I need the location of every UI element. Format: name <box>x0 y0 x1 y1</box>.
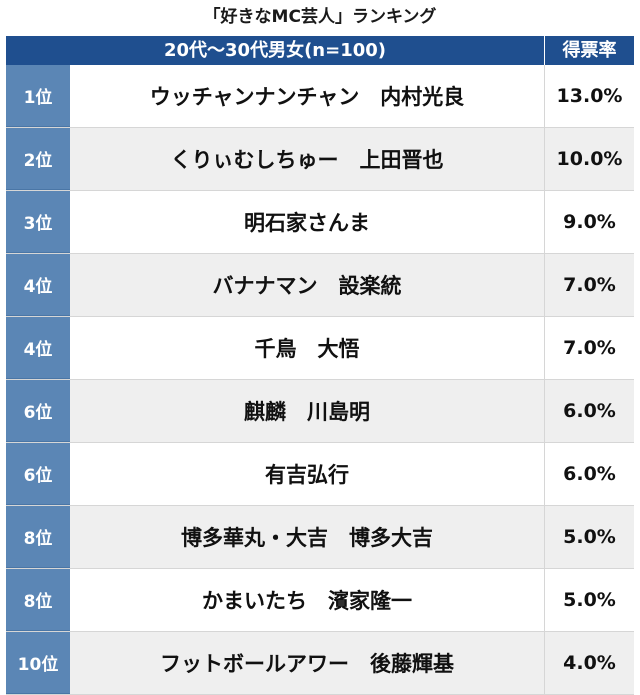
segment-header: 20代〜30代男女(n=100) <box>6 36 545 65</box>
rank-cell: 3位 <box>6 191 70 253</box>
table-row: 1位 ウッチャンナンチャン 内村光良 13.0% <box>6 65 634 128</box>
table-row: 2位 くりぃむしちゅー 上田晋也 10.0% <box>6 128 634 191</box>
rank-cell: 10位 <box>6 632 70 694</box>
table-row: 10位 フットボールアワー 後藤輝基 4.0% <box>6 632 634 695</box>
table-row: 3位 明石家さんま 9.0% <box>6 191 634 254</box>
rank-cell: 2位 <box>6 128 70 190</box>
table-row: 4位 バナナマン 設楽統 7.0% <box>6 254 634 317</box>
table-row: 8位 かまいたち 濱家隆一 5.0% <box>6 569 634 632</box>
rank-cell: 4位 <box>6 317 70 379</box>
rank-cell: 8位 <box>6 569 70 631</box>
name-cell: バナナマン 設楽統 <box>70 254 545 316</box>
table-row: 6位 有吉弘行 6.0% <box>6 443 634 506</box>
table-row: 8位 博多華丸・大吉 博多大吉 5.0% <box>6 506 634 569</box>
name-cell: かまいたち 濱家隆一 <box>70 569 545 631</box>
rate-cell: 13.0% <box>545 65 634 127</box>
rank-cell: 8位 <box>6 506 70 568</box>
table-body: 1位 ウッチャンナンチャン 内村光良 13.0% 2位 くりぃむしちゅー 上田晋… <box>6 65 634 695</box>
rate-cell: 7.0% <box>545 317 634 379</box>
rank-cell: 1位 <box>6 65 70 127</box>
rank-cell: 6位 <box>6 380 70 442</box>
ranking-table: 20代〜30代男女(n=100) 得票率 1位 ウッチャンナンチャン 内村光良 … <box>6 36 634 695</box>
table-header: 20代〜30代男女(n=100) 得票率 <box>6 36 634 65</box>
name-cell: ウッチャンナンチャン 内村光良 <box>70 65 545 127</box>
name-cell: 千鳥 大悟 <box>70 317 545 379</box>
rate-cell: 7.0% <box>545 254 634 316</box>
rate-cell: 5.0% <box>545 569 634 631</box>
name-cell: フットボールアワー 後藤輝基 <box>70 632 545 694</box>
rate-cell: 6.0% <box>545 443 634 505</box>
rank-cell: 4位 <box>6 254 70 316</box>
rate-cell: 9.0% <box>545 191 634 253</box>
rank-cell: 6位 <box>6 443 70 505</box>
rate-cell: 10.0% <box>545 128 634 190</box>
table-row: 6位 麒麟 川島明 6.0% <box>6 380 634 443</box>
ranking-title: 「好きなMC芸人」ランキング <box>203 7 437 27</box>
name-cell: 麒麟 川島明 <box>70 380 545 442</box>
name-cell: 博多華丸・大吉 博多大吉 <box>70 506 545 568</box>
name-cell: 有吉弘行 <box>70 443 545 505</box>
name-cell: くりぃむしちゅー 上田晋也 <box>70 128 545 190</box>
rate-cell: 4.0% <box>545 632 634 694</box>
rate-cell: 5.0% <box>545 506 634 568</box>
table-row: 4位 千鳥 大悟 7.0% <box>6 317 634 380</box>
rate-header: 得票率 <box>562 40 617 61</box>
rate-cell: 6.0% <box>545 380 634 442</box>
name-cell: 明石家さんま <box>70 191 545 253</box>
